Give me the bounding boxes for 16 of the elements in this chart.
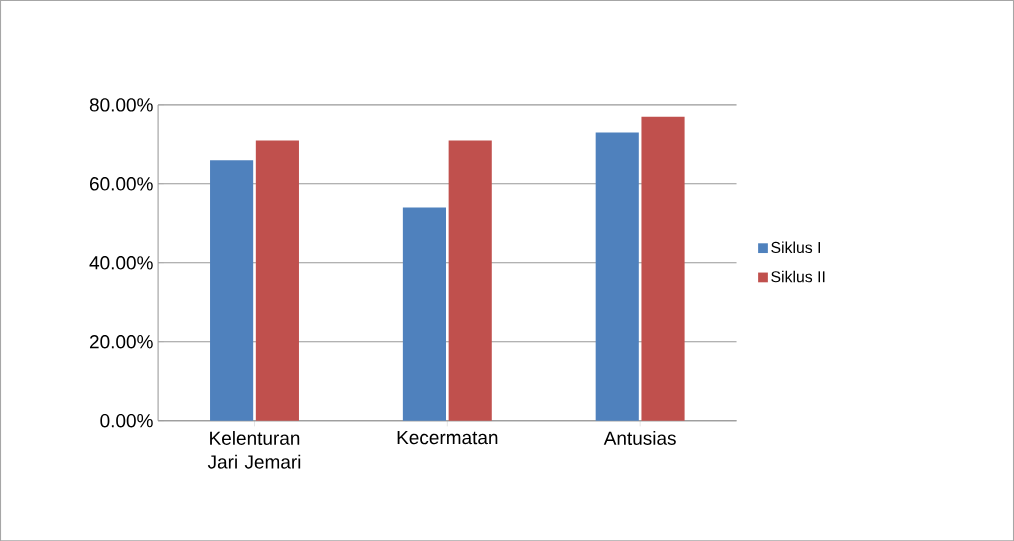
bar xyxy=(595,132,639,421)
bar xyxy=(210,160,254,421)
legend-label: Siklus II xyxy=(771,270,825,283)
x-tick-label: Kelenturan Jari Jemari xyxy=(207,430,301,469)
y-tick-label: 20.00% xyxy=(89,334,153,349)
y-tick-label: 60.00% xyxy=(90,176,153,191)
bar xyxy=(641,116,685,421)
bar xyxy=(448,140,492,421)
x-tick-label: Antusias xyxy=(603,430,676,445)
y-tick-label: 80.00% xyxy=(89,98,153,112)
legend-label: Siklus I xyxy=(771,241,821,253)
x-tick-label: Kecermatan xyxy=(397,430,498,445)
bar xyxy=(255,140,299,421)
y-tick-label: 0.00% xyxy=(100,413,153,428)
y-tick-label: 40.00% xyxy=(89,255,153,270)
bar xyxy=(402,207,446,421)
